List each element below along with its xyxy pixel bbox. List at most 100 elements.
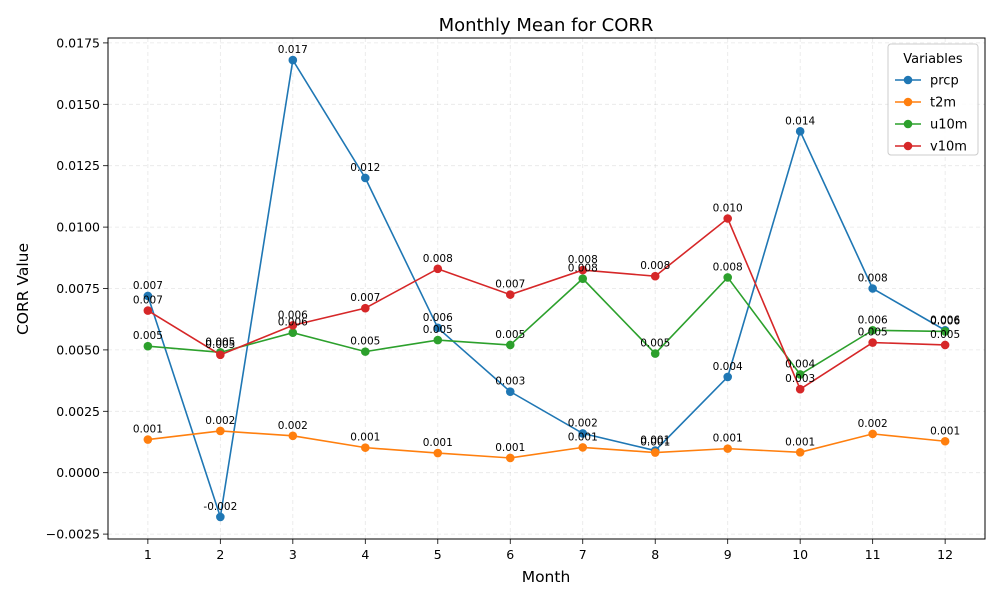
data-label-prcp: 0.003 [495,376,525,388]
data-point-prcp [578,429,588,438]
data-point-t2m [795,448,805,457]
data-point-v10m [216,350,225,360]
data-label-v10m: 0.007 [133,295,163,307]
data-label-u10m: 0.008 [568,263,598,275]
x-tick-label: 11 [865,547,881,562]
data-point-v10m [795,384,805,394]
data-label-u10m: 0.005 [423,324,453,336]
data-label-v10m: 0.007 [350,292,380,304]
series-line-u10m [147,276,946,376]
data-point-prcp [361,173,370,183]
data-label-u10m: 0.005 [350,336,380,348]
y-tick-label: 0.0150 [56,97,100,112]
y-tick-label: 0.0025 [56,404,100,419]
data-point-t2m [143,435,153,444]
x-tick-label: 1 [144,547,152,562]
legend-label-prcp: prcp [930,74,959,89]
data-point-v10m [578,265,588,275]
data-label-prcp: 0.008 [858,273,888,285]
data-point-prcp [143,291,153,301]
data-label-v10m: 0.005 [930,329,960,341]
series-line-prcp [147,57,946,518]
data-label-prcp: 0.012 [350,162,380,174]
data-label-v10m: 0.008 [568,254,598,266]
x-tick-label: 6 [506,547,514,562]
data-label-t2m: 0.001 [785,436,815,448]
data-point-prcp [795,127,805,136]
data-label-t2m: 0.002 [205,415,235,427]
data-point-t2m [868,429,877,439]
data-label-v10m: 0.008 [423,253,453,265]
data-point-t2m [940,436,950,446]
data-label-u10m: 0.005 [133,330,163,342]
data-label-u10m: 0.006 [858,314,888,326]
data-label-t2m: 0.002 [858,418,888,430]
data-point-v10m [288,321,298,330]
y-tick-label: 0.0050 [56,342,100,357]
data-label-prcp: 0.017 [278,44,308,56]
data-point-u10m [288,328,298,338]
data-label-prcp: -0.002 [203,501,237,513]
data-label-t2m: 0.001 [713,433,743,445]
x-tick-label: 9 [724,547,732,562]
legend: Variables prcp t2m u10m v10m [887,43,979,156]
legend-title: Variables [903,52,963,67]
data-point-v10m [723,214,732,223]
data-label-v10m: 0.010 [713,203,743,215]
data-label-u10m: 0.008 [713,261,743,273]
data-point-u10m [795,370,805,379]
data-point-u10m [505,340,515,350]
data-point-u10m [578,274,588,283]
chart-title: Monthly Mean for CORR [439,15,654,36]
legend-marker-v10m [903,141,913,151]
data-point-v10m [433,264,443,274]
legend-label-v10m: v10m [930,140,967,155]
data-point-u10m [723,273,732,282]
data-label-prcp: 0.014 [785,115,815,127]
data-point-u10m [940,327,950,336]
legend-label-u10m: u10m [930,118,967,133]
x-tick-label: 5 [434,547,442,562]
data-label-u10m: 0.005 [205,336,235,348]
x-tick-label: 12 [937,547,953,562]
data-label-u10m: 0.005 [640,338,670,350]
data-label-prcp: 0.004 [713,361,743,373]
x-tick-label: 2 [216,547,224,562]
data-label-prcp: 0.007 [133,280,163,292]
data-label-v10m: 0.008 [640,260,670,272]
x-tick-label: 7 [579,547,587,562]
data-label-prcp: 0.006 [423,312,453,324]
y-tick-label: 0.0000 [56,465,100,480]
y-tick-label: 0.0125 [56,158,100,173]
legend-label-t2m: t2m [930,96,956,111]
series-layer [143,55,950,522]
data-point-v10m [650,271,660,281]
data-point-t2m [578,443,588,452]
x-axis-label: Month [522,568,571,586]
data-point-v10m [361,303,370,313]
grid-layer [108,38,985,539]
data-point-prcp [505,387,515,396]
data-label-u10m: 0.006 [278,317,308,329]
data-label-v10m: 0.005 [858,327,888,339]
data-point-prcp [723,372,732,382]
data-label-t2m: 0.001 [423,437,453,449]
y-axis-label: CORR Value [14,243,32,335]
data-label-layer: 0.007 -0.002 0.017 0.012 0.006 0.003 0.002 0.00… [133,44,961,513]
data-point-t2m [433,448,443,458]
data-point-v10m [505,290,515,299]
data-point-t2m [361,443,370,452]
axis-layer: 1 2 3 4 5 6 7 8 9 10 11 12−0.00250.00000.00250.0050… [46,35,953,562]
data-point-u10m [143,341,153,351]
data-label-v10m: 0.006 [278,309,308,321]
data-label-t2m: 0.001 [568,431,598,443]
data-point-t2m [723,444,732,453]
data-point-v10m [868,338,877,347]
data-label-u10m: 0.005 [495,329,525,341]
data-label-u10m: 0.006 [930,315,960,327]
data-label-v10m: 0.005 [205,339,235,351]
data-point-prcp [868,284,877,293]
legend-marker-prcp [903,75,913,85]
legend-items: prcp t2m u10m v10m [895,74,967,155]
